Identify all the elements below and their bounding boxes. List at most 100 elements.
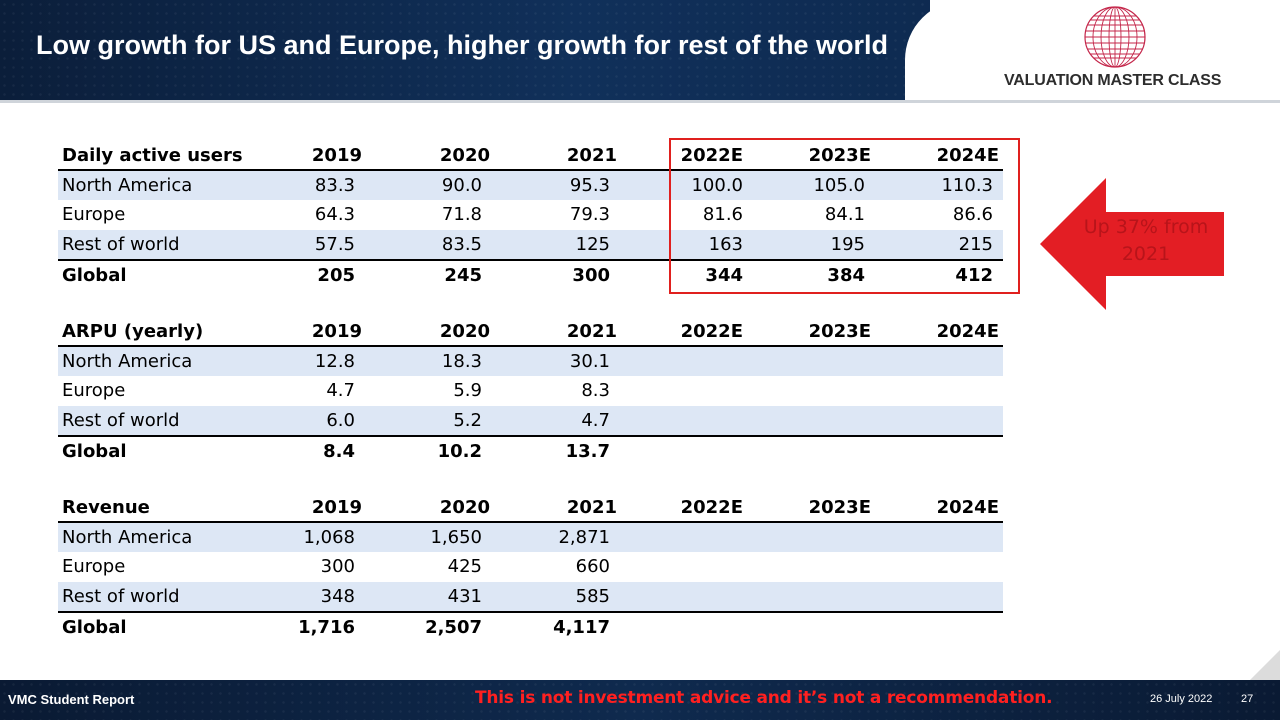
footer-page-number: 27 [1241, 693, 1254, 705]
table-row: Europe 4.7 5.9 8.3 [58, 376, 1003, 406]
table-cell: 425 [447, 556, 482, 577]
table-total-row: Global 1,716 2,507 4,117 [58, 611, 1003, 641]
table-total-row: Global 8.4 10.2 13.7 [58, 435, 1003, 465]
table-cell: 90.0 [441, 174, 482, 196]
table-header-label: Revenue [62, 497, 150, 518]
dau-table: Daily active users 2019 2020 2021 2022E … [58, 141, 1003, 289]
slide-footer: VMC Student Report This is not investmen… [0, 680, 1280, 720]
table-cell: 300 [572, 265, 610, 286]
row-label: Europe [62, 556, 126, 577]
left-arrow-callout-icon [1040, 178, 1224, 310]
table-cell: 431 [447, 585, 482, 607]
table-row: Europe 64.3 71.8 79.3 81.6 84.1 86.6 [58, 200, 1003, 230]
table-cell: 100.0 [691, 174, 743, 196]
table-cell: 6.0 [326, 409, 355, 431]
table-cell: 8.3 [581, 380, 610, 401]
slide-title: Low growth for US and Europe, higher gro… [36, 30, 888, 60]
table-cell: 384 [827, 265, 865, 286]
row-label: Rest of world [62, 585, 180, 607]
table-cell: 660 [575, 556, 610, 577]
callout-text: Up 37% from 2021 [1066, 214, 1226, 268]
table-cell: 125 [575, 233, 610, 255]
table-cell: 10.2 [437, 441, 482, 462]
row-label: Global [62, 441, 127, 462]
column-header: 2019 [311, 497, 362, 518]
table-cell: 344 [705, 265, 743, 286]
column-header: 2022E [680, 321, 743, 342]
row-label: Global [62, 265, 127, 286]
footer-pattern [0, 680, 1280, 720]
column-header: 2023E [808, 145, 871, 166]
row-label: Rest of world [62, 233, 180, 255]
header-divider [0, 100, 1280, 103]
column-header: 2024E [936, 497, 999, 518]
table-cell: 30.1 [569, 350, 610, 372]
table-cell: 5.2 [453, 409, 482, 431]
table-cell: 86.6 [952, 204, 993, 225]
table-cell: 84.1 [824, 204, 865, 225]
callout-line-1: Up 37% from [1083, 216, 1209, 238]
column-header: 2024E [936, 145, 999, 166]
table-row: Rest of world 6.0 5.2 4.7 [58, 405, 1003, 435]
table-cell: 1,650 [430, 526, 482, 548]
table-cell: 1,716 [298, 617, 355, 638]
table-cell: 95.3 [569, 174, 610, 196]
table-cell: 4,117 [553, 617, 610, 638]
column-header: 2019 [311, 145, 362, 166]
column-header: 2021 [566, 497, 617, 518]
table-total-row: Global 205 245 300 344 384 412 [58, 259, 1003, 289]
row-label: Global [62, 617, 127, 638]
table-cell: 5.9 [453, 380, 482, 401]
column-header: 2020 [439, 321, 490, 342]
table-cell: 163 [708, 233, 743, 255]
row-label: Europe [62, 204, 126, 225]
table-cell: 79.3 [569, 204, 610, 225]
revenue-table: Revenue 2019 2020 2021 2022E 2023E 2024E… [58, 493, 1003, 641]
column-header: 2023E [808, 497, 871, 518]
globe-icon [1084, 6, 1146, 68]
footer-disclaimer: This is not investment advice and it’s n… [475, 688, 1053, 708]
row-label: North America [62, 350, 193, 372]
table-cell: 1,068 [303, 526, 355, 548]
row-label: Europe [62, 380, 126, 401]
table-cell: 13.7 [565, 441, 610, 462]
table-cell: 105.0 [813, 174, 865, 196]
table-cell: 57.5 [314, 233, 355, 255]
table-cell: 83.5 [441, 233, 482, 255]
table-cell: 4.7 [581, 409, 610, 431]
footer-date: 26 July 2022 [1150, 693, 1213, 705]
table-cell: 8.4 [323, 441, 355, 462]
table-cell: 300 [320, 556, 355, 577]
footer-report-label: VMC Student Report [8, 692, 135, 707]
logo-text: VALUATION MASTER CLASS [1004, 72, 1222, 89]
column-header: 2019 [311, 321, 362, 342]
column-header: 2021 [566, 321, 617, 342]
column-header: 2022E [680, 145, 743, 166]
column-header: 2020 [439, 497, 490, 518]
table-cell: 2,507 [425, 617, 482, 638]
table-row: North America 1,068 1,650 2,871 [58, 522, 1003, 552]
slide-header: Low growth for US and Europe, higher gro… [0, 0, 1280, 100]
table-row: Rest of world 57.5 83.5 125 163 195 215 [58, 229, 1003, 259]
callout-line-2: 2021 [1121, 243, 1171, 265]
table-row: North America 83.3 90.0 95.3 100.0 105.0… [58, 170, 1003, 200]
table-cell: 195 [830, 233, 865, 255]
table-row: Rest of world 348 431 585 [58, 581, 1003, 611]
table-cell: 71.8 [441, 204, 482, 225]
table-cell: 18.3 [441, 350, 482, 372]
table-cell: 110.3 [941, 174, 993, 196]
table-cell: 215 [958, 233, 993, 255]
arpu-table: ARPU (yearly) 2019 2020 2021 2022E 2023E… [58, 317, 1003, 465]
table-cell: 245 [444, 265, 482, 286]
table-cell: 205 [317, 265, 355, 286]
table-header-label: Daily active users [62, 145, 243, 166]
row-label: North America [62, 174, 193, 196]
table-cell: 4.7 [326, 380, 355, 401]
table-cell: 348 [320, 585, 355, 607]
table-cell: 64.3 [314, 204, 355, 225]
column-header: 2020 [439, 145, 490, 166]
table-cell: 12.8 [314, 350, 355, 372]
table-header-row: Revenue 2019 2020 2021 2022E 2023E 2024E [58, 493, 1003, 523]
column-header: 2024E [936, 321, 999, 342]
column-header: 2022E [680, 497, 743, 518]
